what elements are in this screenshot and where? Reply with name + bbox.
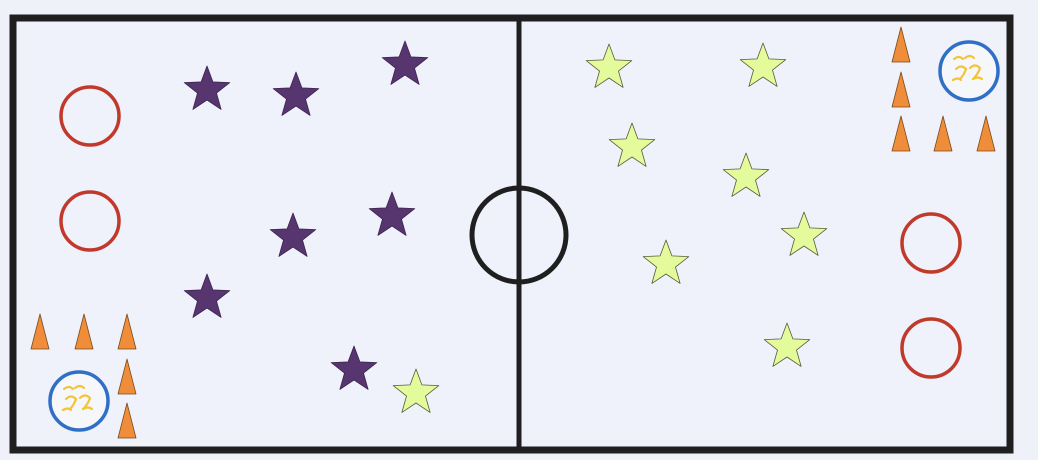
team-b-players xyxy=(392,42,828,413)
team-b-star-icon xyxy=(608,122,656,167)
target-ring-icon xyxy=(900,212,962,274)
ball-bin-icon xyxy=(938,40,1000,102)
target-ring-icon xyxy=(59,190,121,252)
cone-icon xyxy=(933,115,953,152)
team-b-star-icon xyxy=(392,368,440,413)
cone-icon xyxy=(117,358,137,395)
cone-icon xyxy=(891,26,911,63)
cone-icon xyxy=(891,71,911,108)
cone-icon xyxy=(30,313,50,350)
team-a-star-icon xyxy=(330,345,378,390)
center-circle xyxy=(469,185,569,285)
ball-scribble xyxy=(951,54,984,82)
ball-bin-ring xyxy=(938,40,1000,102)
cone-icon xyxy=(117,313,137,350)
team-b-star-icon xyxy=(780,211,828,256)
team-a-star-icon xyxy=(272,71,320,116)
ball-zones xyxy=(48,40,1000,432)
team-b-star-icon xyxy=(585,43,633,88)
team-a-star-icon xyxy=(183,273,231,318)
court-boundary xyxy=(9,14,1014,454)
cone-icon xyxy=(117,402,137,439)
ball-scribble xyxy=(61,384,94,412)
team-a-star-icon xyxy=(269,212,317,257)
target-rings xyxy=(59,85,962,379)
team-b-star-icon xyxy=(642,239,690,284)
ball-bin-ring xyxy=(48,370,110,432)
team-a-players xyxy=(183,40,429,390)
cone-icon xyxy=(74,313,94,350)
cone-icon xyxy=(891,115,911,152)
team-a-star-icon xyxy=(183,65,231,110)
team-b-star-icon xyxy=(763,322,811,367)
court xyxy=(9,14,1014,454)
target-ring-icon xyxy=(900,317,962,379)
target-ring-icon xyxy=(59,85,121,147)
team-a-star-icon xyxy=(368,191,416,236)
team-b-star-icon xyxy=(739,42,787,87)
cone-icon xyxy=(976,115,996,152)
cones xyxy=(30,26,996,439)
team-a-star-icon xyxy=(381,40,429,85)
ball-bin-icon xyxy=(48,370,110,432)
team-b-star-icon xyxy=(722,152,770,197)
